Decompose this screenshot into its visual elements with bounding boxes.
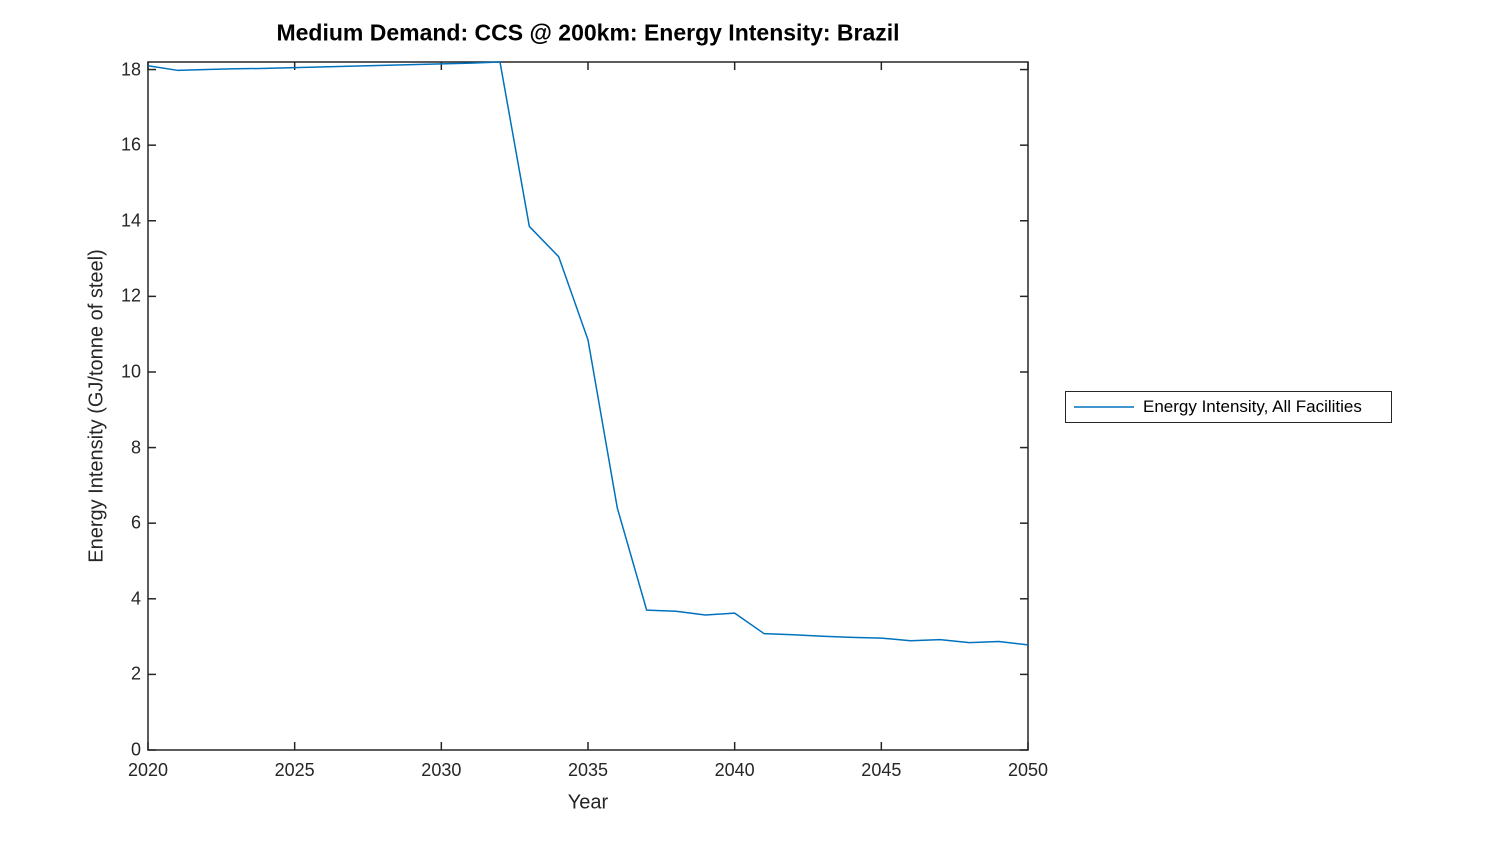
y-tick-label: 6	[130, 512, 141, 533]
y-tick-label: 16	[120, 134, 141, 155]
x-tick-label: 2040	[714, 760, 755, 780]
x-tick-label: 2030	[421, 760, 462, 780]
legend: Energy Intensity, All Facilities	[1065, 391, 1392, 423]
x-tick-label: 2020	[127, 760, 169, 780]
y-tick-label: 12	[120, 285, 141, 306]
y-tick-label: 18	[120, 59, 141, 80]
series-line	[147, 61, 1029, 646]
y-tick-label: 0	[130, 739, 141, 760]
chart-title: Medium Demand: CCS @ 200km: Energy Inten…	[276, 19, 900, 46]
y-tick-label: 2	[130, 663, 141, 684]
y-tick-label: 10	[120, 361, 141, 382]
axes-box	[147, 61, 1029, 751]
legend-series-label: Energy Intensity, All Facilities	[1143, 397, 1362, 416]
x-axis-label: Year	[567, 791, 609, 814]
x-tick-label: 2025	[274, 760, 315, 780]
y-axis-label: Energy Intensity (GJ/tonne of steel)	[85, 249, 108, 563]
x-tick-label: 2050	[1007, 760, 1049, 780]
x-tick-label: 2045	[861, 760, 902, 780]
x-tick-label: 2035	[567, 760, 609, 780]
y-tick-label: 4	[130, 588, 141, 609]
y-tick-label: 14	[120, 210, 141, 231]
y-tick-label: 8	[130, 437, 141, 458]
legend-line-sample-icon	[1074, 406, 1134, 408]
